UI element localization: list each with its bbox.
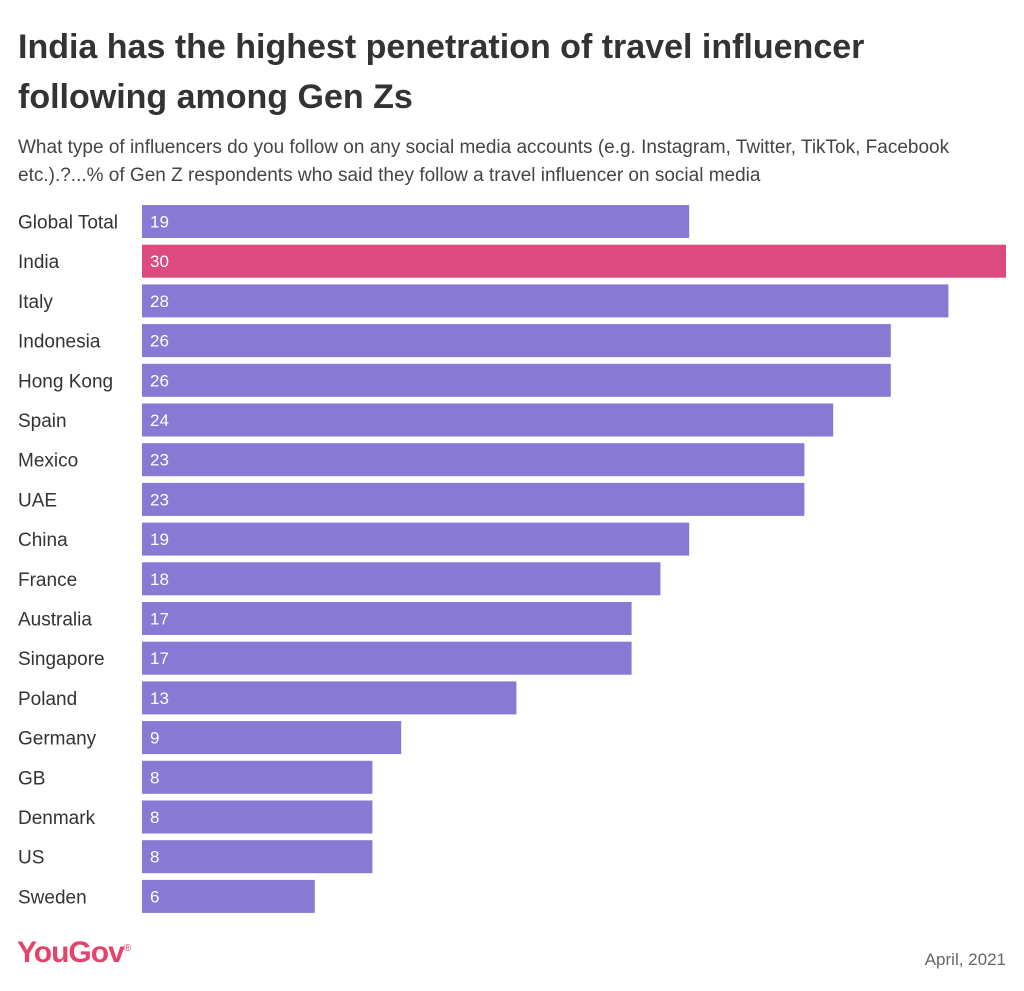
category-label-france: France [18,570,77,591]
bar-indonesia [142,324,891,358]
bar-hong-kong [142,363,891,397]
category-label-global-total: Global Total [18,213,118,234]
value-label-spain: 24 [150,411,169,430]
value-label-mexico: 23 [150,451,169,470]
value-label-global-total: 19 [150,213,169,232]
value-label-poland: 13 [150,689,169,708]
category-label-india: India [18,252,60,273]
publication-date: April, 2021 [924,950,1006,969]
category-label-poland: Poland [18,689,77,710]
value-label-gb: 8 [150,768,159,787]
bar-spain [142,403,834,437]
value-label-china: 19 [150,530,169,549]
bar-global-total [142,205,690,238]
chart-subtitle: What type of influencers do you follow o… [18,137,950,186]
bar-mexico [142,443,805,477]
bar-china [142,522,690,556]
category-label-germany: Germany [18,729,97,750]
bar-denmark [142,800,373,834]
category-label-hong-kong: Hong Kong [18,371,113,392]
value-label-denmark: 8 [150,808,159,827]
value-label-sweden: 6 [150,887,159,906]
category-label-us: US [18,848,44,869]
category-label-australia: Australia [18,610,92,631]
chart-title: India has the highest penetration of tra… [18,28,865,116]
bar-gb [142,760,373,794]
value-label-australia: 17 [150,610,169,629]
bar-australia [142,602,632,635]
category-label-indonesia: Indonesia [18,332,101,353]
registered-mark-icon: ® [123,943,131,954]
yougov-logo: YouGov® [17,936,131,970]
value-label-hong-kong: 26 [150,371,169,390]
category-label-sweden: Sweden [18,887,87,908]
bar-sweden [142,879,315,913]
bar-poland [142,681,517,715]
bar-italy [142,284,949,318]
bar-uae [142,482,805,516]
value-label-uae: 23 [150,490,169,509]
category-label-singapore: Singapore [18,649,105,670]
bar-india [142,244,1006,278]
bar-us [142,840,373,874]
category-label-china: China [18,530,68,551]
bar-france [142,562,661,596]
bar-germany [142,721,402,755]
value-label-indonesia: 26 [150,332,169,351]
category-label-gb: GB [18,768,45,789]
value-label-us: 8 [150,848,159,867]
value-label-india: 30 [150,252,169,271]
value-label-italy: 28 [150,292,169,311]
value-label-germany: 9 [150,729,159,748]
bar-singapore [142,641,632,675]
value-label-singapore: 17 [150,649,169,668]
category-label-italy: Italy [18,292,53,313]
brand-name: YouGov [17,936,125,969]
value-label-france: 18 [150,570,169,589]
category-label-uae: UAE [18,490,57,511]
category-label-spain: Spain [18,411,67,432]
category-label-mexico: Mexico [18,451,78,472]
category-label-denmark: Denmark [18,808,96,829]
